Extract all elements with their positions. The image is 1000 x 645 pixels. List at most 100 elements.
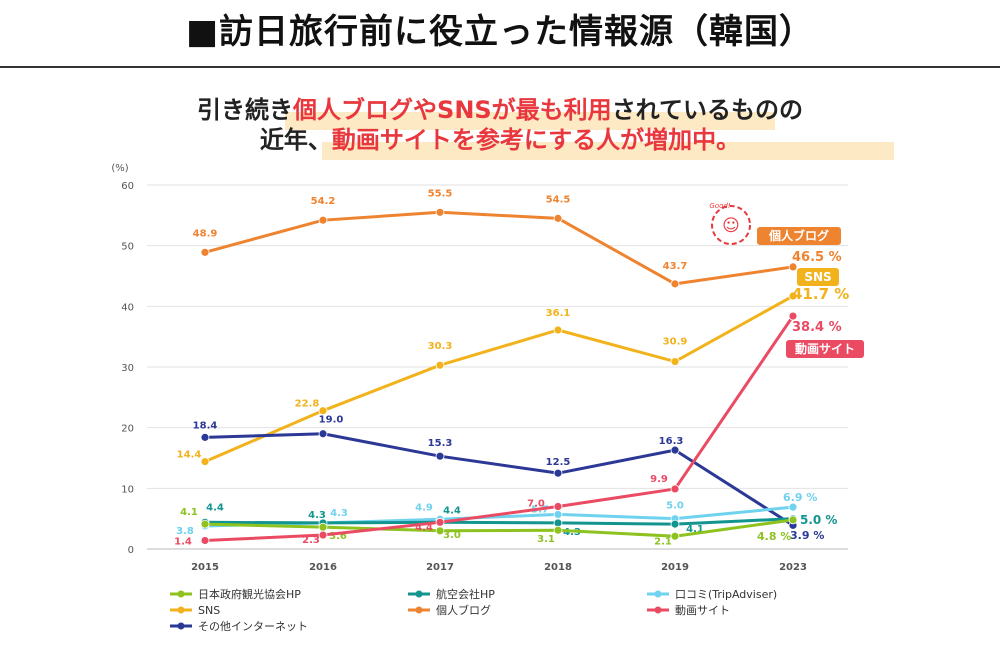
subtitle-line-2-segment-1: 動画サイトを参考にする人が増加中。 — [331, 126, 741, 154]
good-badge-icon — [711, 205, 751, 245]
y-tick-label: 0 — [128, 545, 134, 556]
data-label-blog: 43.7 — [663, 261, 688, 272]
data-point-jnto — [670, 531, 680, 541]
subtitle-line-1-segment-2: されているものの — [611, 96, 803, 124]
callout-label-sns: SNS — [804, 270, 831, 284]
subtitle-line-2-segment-0: 近年、 — [259, 126, 332, 154]
data-point-other — [435, 451, 445, 461]
data-point-other — [318, 429, 328, 439]
data-point-sns — [670, 357, 680, 366]
data-point-jnto — [435, 526, 445, 536]
data-point-other — [200, 432, 210, 442]
data-label-other: 18.4 — [193, 420, 218, 431]
data-label-video: 38.4 % — [792, 320, 842, 335]
data-point-video — [200, 536, 210, 545]
data-point-blog — [788, 262, 798, 272]
series-line-blog — [204, 210, 794, 286]
data-label-airline: 4.4 — [206, 502, 224, 513]
data-label-sns: 30.3 — [428, 341, 453, 352]
data-point-sns — [435, 360, 445, 370]
series-line-jnto — [204, 518, 794, 538]
legend-marker-blog — [415, 606, 423, 614]
x-tick-label: 2018 — [544, 562, 572, 573]
legend-label-blog: 個人ブログ — [436, 603, 491, 617]
callout-tag-blog — [757, 227, 841, 245]
data-point-jnto — [553, 525, 563, 535]
data-label-jnto: 3.0 — [443, 530, 461, 541]
data-point-sns — [318, 406, 328, 416]
data-point-airline — [553, 518, 563, 528]
callout-label-blog: 個人ブログ — [768, 228, 829, 243]
data-label-sns: 41.7 % — [792, 285, 849, 303]
subtitle-line-1-segment-0: 引き続き — [197, 96, 294, 124]
data-label-airline: 5.0 % — [800, 513, 837, 527]
data-label-other: 16.3 — [659, 436, 684, 447]
data-point-blog — [200, 247, 210, 257]
legend-label-other: その他インターネット — [198, 620, 308, 633]
y-tick-label: 20 — [121, 424, 134, 435]
subtitle-highlight-2 — [322, 142, 894, 160]
data-label-other: 12.5 — [546, 457, 571, 468]
data-label-blog: 46.5 % — [792, 250, 842, 265]
legend-label-kuchikomi: 口コミ(TripAdviser) — [675, 588, 777, 601]
data-label-video: 1.4 — [174, 537, 192, 548]
data-point-blog — [553, 213, 563, 223]
data-label-blog: 55.5 — [428, 188, 453, 199]
legend-label-airline: 航空会社HP — [436, 587, 495, 601]
data-label-jnto: 2.1 — [654, 536, 672, 547]
data-label-kuchikomi: 3.8 — [176, 526, 194, 537]
y-tick-label: 60 — [121, 181, 134, 192]
data-label-airline: 4.3 — [308, 510, 326, 521]
data-label-kuchikomi: 4.3 — [330, 508, 348, 519]
legend-marker-sns — [177, 606, 185, 614]
data-point-sns — [553, 325, 563, 335]
subtitle-line-1: 引き続き個人ブログやSNSが最も利用されているものの — [0, 90, 1000, 125]
y-tick-label: 10 — [121, 484, 134, 495]
data-point-blog — [318, 215, 328, 225]
data-label-airline: 4.1 — [686, 524, 704, 535]
data-label-jnto: 4.1 — [180, 507, 198, 518]
series-line-airline — [204, 517, 794, 526]
data-label-sns: 36.1 — [546, 308, 571, 319]
y-tick-label: 30 — [121, 363, 134, 374]
data-point-kuchikomi — [553, 510, 563, 519]
legend-marker-video — [654, 606, 662, 614]
data-point-video — [788, 311, 798, 321]
data-label-jnto: 4.8 % — [757, 530, 791, 543]
data-label-other: 3.9 % — [790, 529, 824, 542]
legend-label-jnto: 日本政府観光協会HP — [198, 587, 301, 601]
data-label-sns: 14.4 — [177, 450, 202, 461]
data-label-kuchikomi: 4.9 — [415, 502, 433, 513]
x-tick-label: 2023 — [779, 562, 807, 573]
data-point-video — [318, 530, 328, 540]
legend-marker-other — [177, 622, 185, 630]
data-point-jnto — [788, 515, 798, 525]
data-label-kuchikomi: 6.9 % — [783, 491, 817, 504]
data-point-sns — [200, 457, 210, 467]
data-label-blog: 48.9 — [193, 228, 218, 239]
data-point-jnto — [318, 522, 328, 532]
callout-tag-sns — [797, 268, 839, 286]
data-point-other — [553, 468, 563, 478]
data-point-other — [670, 445, 680, 455]
data-label-sns: 22.8 — [295, 399, 320, 410]
legend-marker-airline — [415, 590, 423, 598]
x-tick-label: 2015 — [191, 562, 219, 573]
good-badge-face: ☺ — [722, 216, 740, 236]
y-tick-label: 50 — [121, 242, 134, 253]
callout-tag-video — [786, 340, 864, 358]
data-label-video: 9.9 — [650, 474, 668, 485]
data-label-airline: 4.4 — [443, 505, 461, 516]
x-tick-label: 2017 — [426, 562, 454, 573]
subtitle-line-1-segment-1: 個人ブログやSNSが最も利用 — [293, 96, 612, 124]
data-label-video: 2.3 — [302, 535, 320, 546]
data-point-video — [435, 517, 445, 527]
title-divider — [0, 66, 1000, 68]
page-title: ■訪日旅行前に役立った情報源（韓国） — [185, 12, 815, 52]
x-tick-label: 2019 — [661, 562, 689, 573]
data-point-kuchikomi — [788, 502, 798, 512]
y-unit-label: (%) — [111, 163, 128, 174]
data-point-blog — [670, 279, 680, 289]
data-label-blog: 54.5 — [546, 194, 571, 205]
data-label-kuchikomi: 5.0 — [666, 501, 684, 512]
